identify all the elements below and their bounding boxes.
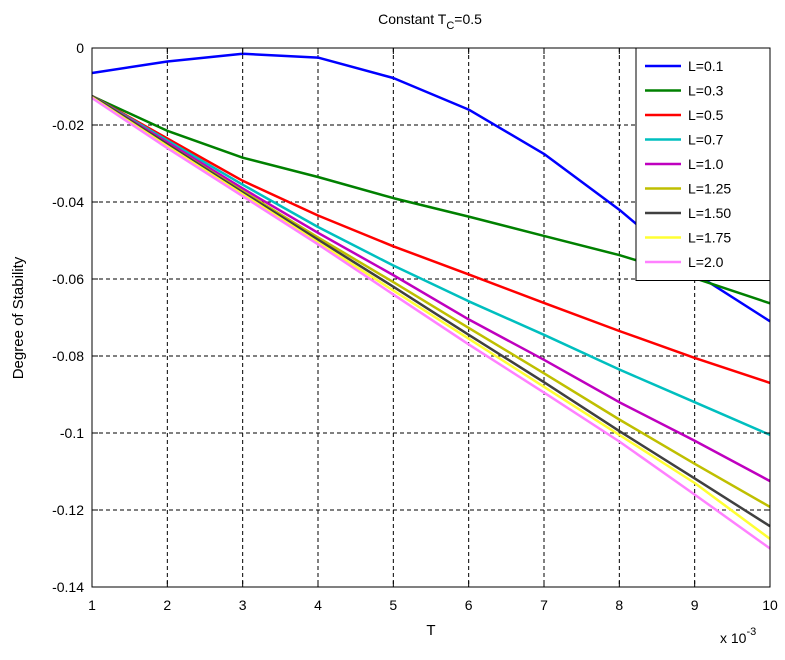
series-line: [91, 95, 771, 385]
legend: L=0.1 L=0.3 L=0.5 L=0.7 L=1.0 L=1.25 L=1.50 L=1…: [635, 47, 771, 281]
x-tick-label: 2: [163, 597, 171, 613]
x-axis-multiplier-exponent: -3: [746, 626, 756, 638]
chart-title: Constant TC=0.5: [378, 11, 482, 32]
y-tick-label: 0: [76, 40, 84, 56]
series-line: [91, 95, 771, 528]
legend-label: L=1.75: [688, 230, 731, 246]
x-tick-label: 10: [762, 597, 778, 613]
x-axis-multiplier: x 10-3: [720, 626, 756, 646]
x-tick-label: 8: [615, 597, 623, 613]
legend-label: L=1.25: [688, 181, 731, 197]
series-line: [91, 96, 771, 550]
y-axis-label: Degree of Stability: [10, 256, 27, 379]
legend-label: L=0.7: [688, 132, 724, 148]
x-tick-label: 5: [389, 597, 397, 613]
x-axis-multiplier-base: x 10: [720, 630, 747, 646]
legend-label: L=1.0: [688, 156, 724, 172]
y-tick-label: -0.02: [52, 117, 84, 133]
legend-label: L=0.5: [688, 107, 724, 123]
series-lines: [91, 52, 771, 550]
y-tick-label: -0.12: [52, 502, 84, 518]
legend-label: L=0.1: [688, 58, 724, 74]
x-tick-label: 7: [540, 597, 548, 613]
grid: [92, 48, 770, 587]
series-line: [91, 95, 771, 437]
x-tick-label: 1: [88, 597, 96, 613]
y-tick-labels: 0 -0.02 -0.04 -0.06 -0.08 -0.1 -0.12 -0.14: [52, 40, 84, 595]
y-tick-label: -0.14: [52, 579, 84, 595]
x-tick-labels: 1 2 3 4 5 6 7 8 9 10: [88, 597, 778, 613]
series-line: [91, 96, 771, 540]
y-tick-label: -0.08: [52, 348, 84, 364]
x-tick-label: 6: [465, 597, 473, 613]
x-tick-label: 3: [239, 597, 247, 613]
plot-frame: [91, 47, 771, 588]
chart-title-main: Constant T: [378, 11, 447, 27]
series-line: [91, 95, 771, 483]
legend-label: L=1.50: [688, 205, 731, 221]
y-tick-label: -0.06: [52, 271, 84, 287]
legend-label: L=2.0: [688, 254, 724, 270]
y-tick-label: -0.1: [60, 425, 84, 441]
x-tick-label: 9: [691, 597, 699, 613]
legend-label: L=0.3: [688, 83, 724, 99]
chart-title-tail: =0.5: [454, 11, 482, 27]
x-tick-label: 4: [314, 597, 322, 613]
x-axis-label: T: [426, 622, 435, 639]
chart-title-subscript: C: [446, 20, 454, 32]
y-tick-label: -0.04: [52, 194, 84, 210]
